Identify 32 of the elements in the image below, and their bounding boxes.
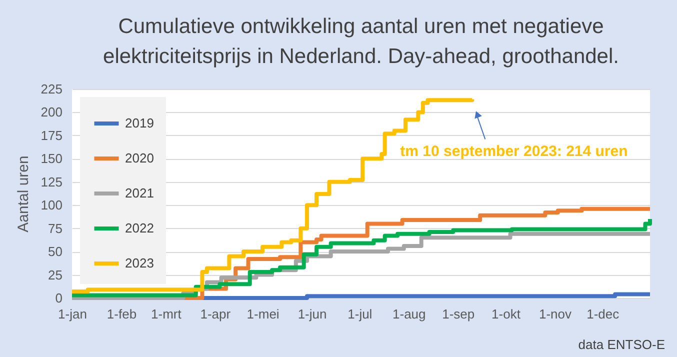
annotation: tm 10 september 2023: 214 uren	[400, 143, 628, 160]
x-tick-label: 1-feb	[106, 306, 137, 322]
y-tick-label: 100	[40, 198, 62, 213]
y-tick-label: 200	[40, 104, 62, 120]
y-axis-title: Aantal uren	[14, 156, 32, 232]
legend-label: 2023	[125, 256, 154, 270]
x-tick-label: 1-mrt	[151, 306, 182, 322]
text: data ENTSO-E	[578, 337, 666, 352]
x-tick-label: 1-dec	[586, 306, 620, 322]
y-tick-label: 225	[40, 82, 62, 96]
x-tick-label: 1-sep	[442, 306, 475, 322]
y-tick-label: 150	[40, 151, 62, 166]
y-tick-label: 25	[48, 267, 62, 282]
legend-label: 2021	[125, 186, 154, 200]
text: elektriciteitsprijs in Nederland. Day-ahead, groothandel.	[103, 45, 619, 68]
y-tick-label: 50	[48, 244, 62, 260]
x-tick-label: 1-nov	[538, 306, 572, 322]
x-tick-label: 1-jun	[298, 306, 327, 322]
x-tick-label: 1-jan	[58, 306, 87, 322]
y-tick-label: 0	[55, 290, 62, 306]
y-tick-label: 125	[40, 174, 62, 190]
text: Cumulatieve ontwikkeling aantal uren met negatieve	[118, 15, 604, 38]
x-tick-label: 1-apr	[200, 306, 232, 322]
x-tick-label: 1-jul	[348, 306, 372, 322]
y-tick-label: 175	[40, 128, 62, 143]
y-tick-label: 75	[48, 220, 62, 236]
x-tick-label: 1-okt	[492, 306, 521, 322]
legend-label: 2019	[125, 116, 154, 130]
legend-label: 2022	[125, 220, 154, 236]
x-tick-label: 1-aug	[392, 306, 426, 322]
legend-label: 2020	[125, 150, 154, 166]
x-tick-label: 1-mei	[246, 306, 280, 322]
